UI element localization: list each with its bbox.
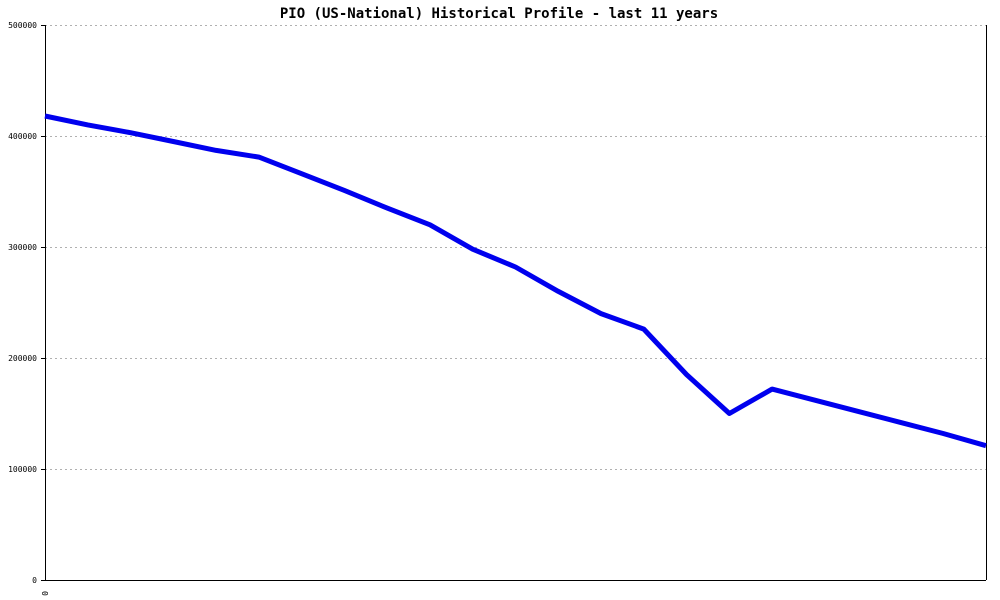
series-line bbox=[44, 113, 987, 449]
y-tick-label: 300000 bbox=[8, 243, 37, 252]
y-tick-label: 200000 bbox=[8, 354, 37, 363]
data-series bbox=[44, 113, 987, 449]
y-tick-label: 0 bbox=[32, 576, 37, 585]
grid-lines bbox=[45, 25, 986, 470]
y-axis-tick-labels: 0 100000 200000 300000 400000 500000 bbox=[8, 21, 37, 585]
axes bbox=[41, 25, 987, 581]
x-axis-tick-labels: 0 bbox=[40, 591, 49, 596]
y-tick-label: 100000 bbox=[8, 465, 37, 474]
y-tick-label: 400000 bbox=[8, 132, 37, 141]
chart-title: PIO (US-National) Historical Profile - l… bbox=[280, 6, 718, 22]
x-tick-label: 0 bbox=[40, 591, 49, 596]
y-tick-label: 500000 bbox=[8, 21, 37, 30]
